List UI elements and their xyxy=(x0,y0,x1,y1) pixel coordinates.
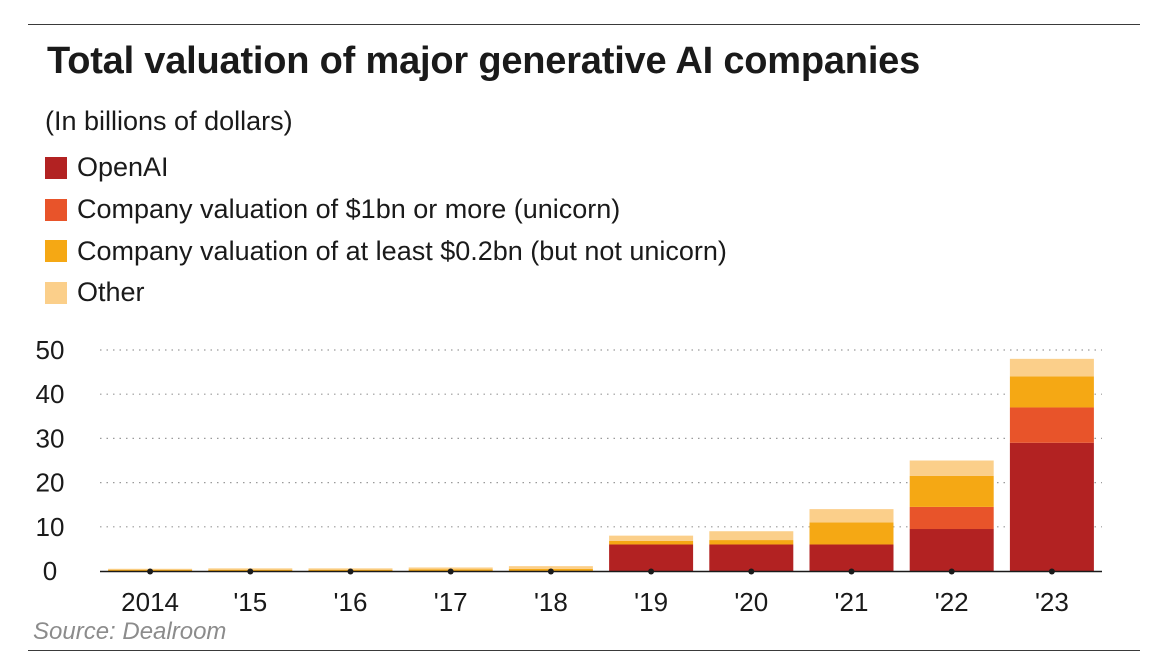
bar-18-series-3 xyxy=(508,566,593,569)
x-tick-dot-20 xyxy=(748,568,755,575)
bar-20-series-0 xyxy=(709,544,794,571)
y-tick-label-10: 10 xyxy=(36,512,65,542)
y-tick-label-0: 0 xyxy=(43,556,57,586)
chart-subtitle: (In billions of dollars) xyxy=(45,106,293,136)
bar-20-series-2 xyxy=(709,540,794,545)
x-tick-dot-23 xyxy=(1048,568,1055,575)
bar-23-series-2 xyxy=(1009,376,1094,408)
legend-item-openai: OpenAI xyxy=(45,147,727,189)
x-tick-label-19: '19 xyxy=(634,587,668,617)
x-tick-label-23: '23 xyxy=(1035,587,1069,617)
x-tick-dot-15 xyxy=(247,568,254,575)
x-tick-dot-18 xyxy=(547,568,554,575)
x-tick-dot-19 xyxy=(648,568,655,575)
top-rule xyxy=(28,24,1140,25)
bar-19-series-3 xyxy=(609,535,694,541)
legend-item-other: Other xyxy=(45,272,727,314)
bar-23-series-3 xyxy=(1009,358,1094,377)
bar-22-series-1 xyxy=(909,506,994,530)
x-tick-label-17: '17 xyxy=(434,587,468,617)
bar-20-series-3 xyxy=(709,531,794,541)
legend-swatch-openai xyxy=(45,156,67,179)
bar-22-series-2 xyxy=(909,475,994,507)
legend-swatch-not-unicorn xyxy=(45,240,67,263)
legend-swatch-other xyxy=(45,281,67,304)
chart-title: Total valuation of major generative AI c… xyxy=(47,40,921,82)
bar-19-series-2 xyxy=(609,540,694,545)
bottom-rule xyxy=(28,650,1140,651)
x-tick-dot-22 xyxy=(948,568,955,575)
bar-19-series-0 xyxy=(609,544,694,571)
legend-label-openai: OpenAI xyxy=(77,152,169,183)
y-tick-label-30: 30 xyxy=(36,423,65,453)
x-tick-dot-2014 xyxy=(147,568,154,575)
x-tick-dot-17 xyxy=(447,568,454,575)
bar-22-series-0 xyxy=(909,529,994,571)
y-tick-label-20: 20 xyxy=(36,468,65,498)
y-tick-label-40: 40 xyxy=(36,379,65,409)
x-tick-label-18: '18 xyxy=(534,587,568,617)
x-tick-label-2014: 2014 xyxy=(121,587,179,617)
x-tick-label-21: '21 xyxy=(835,587,869,617)
legend-label-not-unicorn: Company valuation of at least $0.2bn (bu… xyxy=(77,235,727,266)
legend-item-not-unicorn: Company valuation of at least $0.2bn (bu… xyxy=(45,230,727,272)
x-tick-label-20: '20 xyxy=(734,587,768,617)
legend-label-other: Other xyxy=(77,277,145,308)
bar-21-series-2 xyxy=(809,522,894,545)
legend-swatch-unicorn xyxy=(45,198,67,221)
x-tick-dot-21 xyxy=(848,568,855,575)
x-tick-dot-16 xyxy=(347,568,354,575)
bar-22-series-3 xyxy=(909,460,994,476)
x-tick-label-16: '16 xyxy=(334,587,368,617)
bar-23-series-1 xyxy=(1009,407,1094,443)
y-tick-label-50: 50 xyxy=(36,335,65,365)
x-tick-label-22: '22 xyxy=(935,587,969,617)
bar-23-series-0 xyxy=(1009,442,1094,571)
source-note: Source: Dealroom xyxy=(33,618,227,645)
x-tick-label-15: '15 xyxy=(233,587,267,617)
bar-17-series-3 xyxy=(408,567,493,570)
bar-21-series-0 xyxy=(809,544,894,571)
bar-21-series-3 xyxy=(809,509,894,523)
legend: OpenAI Company valuation of $1bn or more… xyxy=(45,147,727,314)
legend-item-unicorn: Company valuation of $1bn or more (unico… xyxy=(45,189,727,231)
legend-label-unicorn: Company valuation of $1bn or more (unico… xyxy=(77,194,621,225)
